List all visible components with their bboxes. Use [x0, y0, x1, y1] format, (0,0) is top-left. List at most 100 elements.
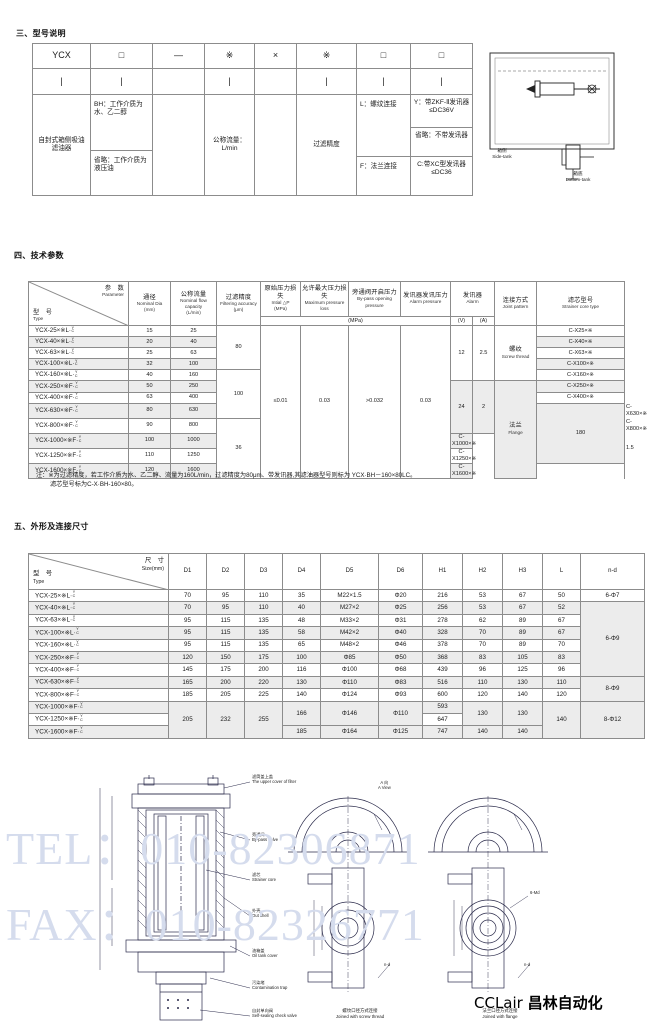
- model-desc-blank-3: [152, 94, 205, 196]
- tech-header-accuracy: 过滤精度 Filtering accuracy (μm): [216, 281, 261, 326]
- tech-corner-type: 型 号 Type: [33, 308, 53, 321]
- tech-row-dia: 100: [128, 432, 171, 449]
- dim-cell-d4: 48: [282, 613, 321, 628]
- dim-cell-h1: 368: [422, 650, 463, 665]
- tech-accuracy-100: 100: [216, 369, 261, 419]
- dim-cell-d5: M33×2: [320, 613, 379, 628]
- tech-row-flow: 25: [170, 324, 217, 338]
- dim-merged-l: 140: [542, 700, 581, 739]
- dim-cell-h3: 67: [502, 588, 543, 603]
- dim-row-type: YCX-1600×※F· Y C: [28, 725, 169, 739]
- dim-cell-h1: 256: [422, 601, 463, 615]
- table-row: YCX-250×※F· Y C 120 150 175 100 Φ85 Φ50 36…: [28, 650, 645, 665]
- drawing-caption-screw: 螺纹口径方式连接 Joined with screw thread: [335, 1008, 385, 1019]
- drawing-nd-note-flange: n-d: [524, 962, 531, 967]
- dim-merged-d4-b: 185: [282, 725, 321, 739]
- dim-corner-size: 尺 寸 Size(mm): [141, 557, 164, 572]
- dim-cell-d1: 185: [168, 688, 207, 702]
- corner-diagonal-line: [29, 282, 128, 325]
- model-desc-product: 自封式箱侧吸油滤油器: [32, 94, 91, 196]
- tech-header-flow: 公称流量 Nominal flow capacity (L/min): [170, 281, 217, 326]
- tech-corner-header: 参 数 Parameter 型 号 Type: [28, 281, 129, 326]
- model-desc-medium-default: 省略：工作介质为液压油: [94, 157, 147, 173]
- dim-merged-d3: 255: [244, 700, 283, 739]
- model-symbol-cell: ×: [254, 43, 297, 69]
- dim-cell-l: 67: [542, 626, 581, 640]
- tech-max-loss: 0.03: [300, 325, 349, 479]
- dim-cell-d3: 110: [244, 601, 283, 615]
- dim-cell-d6: Φ20: [378, 588, 423, 603]
- tech-header-alarm-a: (A): [471, 315, 496, 327]
- table-row: YCX-100×※L· Y C 95 115 135 58 M42×2 Φ40 32…: [28, 626, 645, 640]
- dim-merged-d6-b: Φ125: [378, 725, 423, 739]
- dim-merged-h2-a: 130: [462, 700, 503, 727]
- screw-thread-view-drawing: [288, 796, 408, 992]
- table-row: YCX-160×※L· Y C 40 160 100 C-X160×※: [28, 369, 626, 419]
- model-desc-medium-bh: BH：工作介质为水、乙二醇: [91, 95, 152, 151]
- dim-cell-h3: 89: [502, 626, 543, 640]
- footer-brand-cn: 昌林自动化: [527, 994, 603, 1012]
- dim-cell-d1: 95: [168, 626, 207, 640]
- tech-row-type: YCX-1000×※F· Y C: [28, 432, 129, 449]
- tech-row-core: C-X160×※: [536, 369, 626, 382]
- dim-cell-h3: 105: [502, 650, 543, 665]
- dim-cell-d5: Φ100: [320, 663, 379, 677]
- dim-cell-d6: Φ25: [378, 601, 423, 615]
- table-row: YCX-250×※F· Y C 50 250 24 2 法兰 Flange C-X2…: [28, 380, 626, 479]
- dim-cell-h2: 70: [462, 626, 503, 640]
- dim-cell-d4: 40: [282, 601, 321, 615]
- tech-row-flow: 63: [170, 347, 217, 360]
- table-row: YCX-630×※F· Y C 80 630 180 C-X630×※: [28, 402, 647, 464]
- model-connector-cell: |: [296, 68, 357, 95]
- dim-row-type: YCX-800×※F· Y C: [28, 688, 169, 702]
- dim-cell-d6: Φ93: [378, 688, 423, 702]
- dim-cell-d3: 135: [244, 638, 283, 652]
- tech-alarm-v-3: 36: [216, 417, 261, 479]
- tech-alarm-v-2: 24: [450, 380, 473, 434]
- tank-diagram-svg: [489, 52, 615, 180]
- dim-row-type: YCX-63×※L· Y C: [28, 613, 169, 628]
- tech-row-core: C-X250×※: [536, 380, 626, 393]
- model-desc-alarm-c: C:带XC型发讯器≤DC36: [417, 161, 466, 177]
- model-desc-blank-5: [254, 94, 297, 196]
- tech-row-type: YCX-400×※F· Y C: [28, 391, 129, 404]
- tech-accuracy-180: 180: [536, 402, 626, 464]
- dim-row-type: YCX-1000×※F· Y C: [28, 700, 169, 714]
- dim-row-type: YCX-1250×※F· Y C: [28, 712, 169, 727]
- tech-accuracy-80: 80: [216, 324, 261, 371]
- tech-row-type: YCX-25×※L· Y C: [28, 324, 129, 338]
- dim-merged-d4-a: 166: [282, 700, 321, 727]
- dim-cell-l: 110: [542, 675, 581, 690]
- tech-row-type: YCX-40×※L· Y C: [28, 336, 129, 349]
- tech-row-dia: 40: [128, 369, 171, 382]
- dim-cell-h1: 439: [422, 663, 463, 677]
- tech-header-nominal-dia: 通径 Nominal Dia (mm): [128, 281, 171, 326]
- model-connector-cell: [152, 68, 205, 95]
- tech-header-alarm-pressure: 发讯器发讯压力 Alarm pressure: [400, 281, 451, 317]
- dim-header-d3: D3: [244, 553, 283, 590]
- dim-cell-d3: 175: [244, 650, 283, 665]
- model-symbol-cell: □: [90, 43, 153, 69]
- tech-header-joint: 连接方式 Joint pattern: [494, 281, 538, 326]
- tech-header-alarm: 发讯器 Alarm: [449, 281, 496, 317]
- dim-cell-h3: 125: [502, 663, 543, 677]
- dim-row-type: YCX-25×※L· Y C: [28, 588, 169, 603]
- dim-cell-d5: Φ85: [320, 650, 379, 665]
- tech-row-dia: 63: [128, 391, 171, 404]
- footer-brand: CCLair 昌林自动化: [474, 992, 603, 1013]
- model-symbol-cell: —: [152, 43, 205, 69]
- table-row: YCX-630×※F· Y C 165 200 220 130 Φ110 Φ83 5…: [28, 675, 645, 702]
- dim-cell-h1: 516: [422, 675, 463, 690]
- tech-row-flow: 40: [170, 336, 217, 349]
- dim-cell-d6: Φ31: [378, 613, 423, 628]
